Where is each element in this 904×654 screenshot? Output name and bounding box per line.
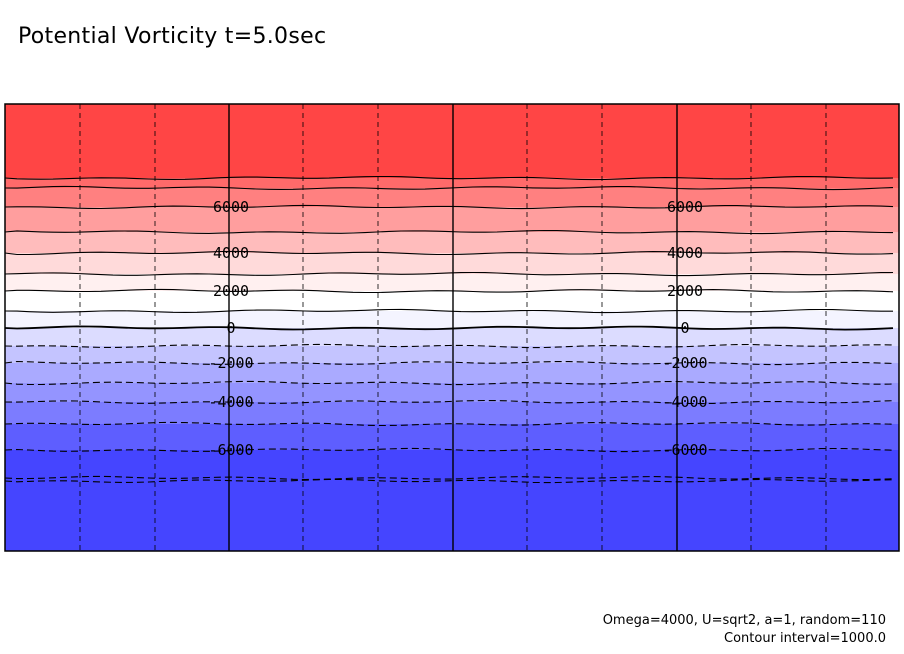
footer: Omega=4000, U=sqrt2, a=1, random=110 Con…: [603, 612, 886, 648]
color-band: [5, 424, 899, 450]
contour-line: [4, 475, 894, 481]
contour-label: 2000: [667, 282, 703, 300]
color-band: [5, 274, 899, 291]
contour-label: 0: [680, 319, 689, 337]
contour-line: [4, 360, 894, 366]
contour-line: [4, 380, 894, 386]
color-band: [5, 207, 899, 232]
contour-interval-text: Contour interval=1000.0: [724, 631, 886, 646]
chart-title: Potential Vorticity t=5.0sec: [18, 24, 327, 49]
contour-label: 2000: [213, 282, 249, 300]
contour-line: [4, 447, 894, 453]
contour-labels: 6000 6000 4000 4000 2000 2000 0 0 -2000 -2000 -400…: [208, 198, 707, 459]
color-band: [5, 363, 899, 383]
color-band: [5, 346, 899, 363]
color-band: [5, 383, 899, 402]
color-band: [5, 253, 899, 274]
contour-label: 6000: [667, 198, 703, 216]
contour-line: [4, 175, 894, 181]
contour-label: -4000: [208, 393, 253, 411]
contour-label: -2000: [208, 354, 253, 372]
contour-line: [4, 399, 894, 405]
contour-line: [4, 250, 894, 256]
color-band: [5, 104, 899, 178]
contour-line: [4, 204, 894, 210]
contour-line: [4, 308, 893, 314]
contour-label: -2000: [662, 354, 707, 372]
contour-line: [4, 229, 894, 235]
contour-line: [4, 288, 894, 294]
contour-line: [4, 478, 894, 484]
plot-frame: [4, 103, 900, 552]
color-band: [5, 178, 899, 188]
contour-label: 6000: [213, 198, 249, 216]
contour-label: -4000: [662, 393, 707, 411]
contour-line: [4, 421, 894, 427]
color-band: [5, 232, 899, 253]
contour-line: [4, 271, 894, 277]
contour-label: 0: [226, 319, 235, 337]
parameters-text: Omega=4000, U=sqrt2, a=1, random=110: [602, 613, 886, 628]
contour-label: -6000: [662, 441, 707, 459]
color-band: [5, 402, 899, 424]
contour-label: 4000: [213, 244, 249, 262]
color-band: [5, 311, 899, 328]
contour-lines: [4, 175, 894, 484]
contour-label: -6000: [208, 441, 253, 459]
color-band: [5, 328, 899, 346]
contour-label: 4000: [667, 244, 703, 262]
color-band: [5, 291, 899, 311]
contour-line: [4, 343, 894, 349]
contour-line: [4, 185, 894, 191]
contour-line: [4, 325, 894, 331]
color-band: [5, 450, 899, 551]
color-band: [5, 188, 899, 207]
